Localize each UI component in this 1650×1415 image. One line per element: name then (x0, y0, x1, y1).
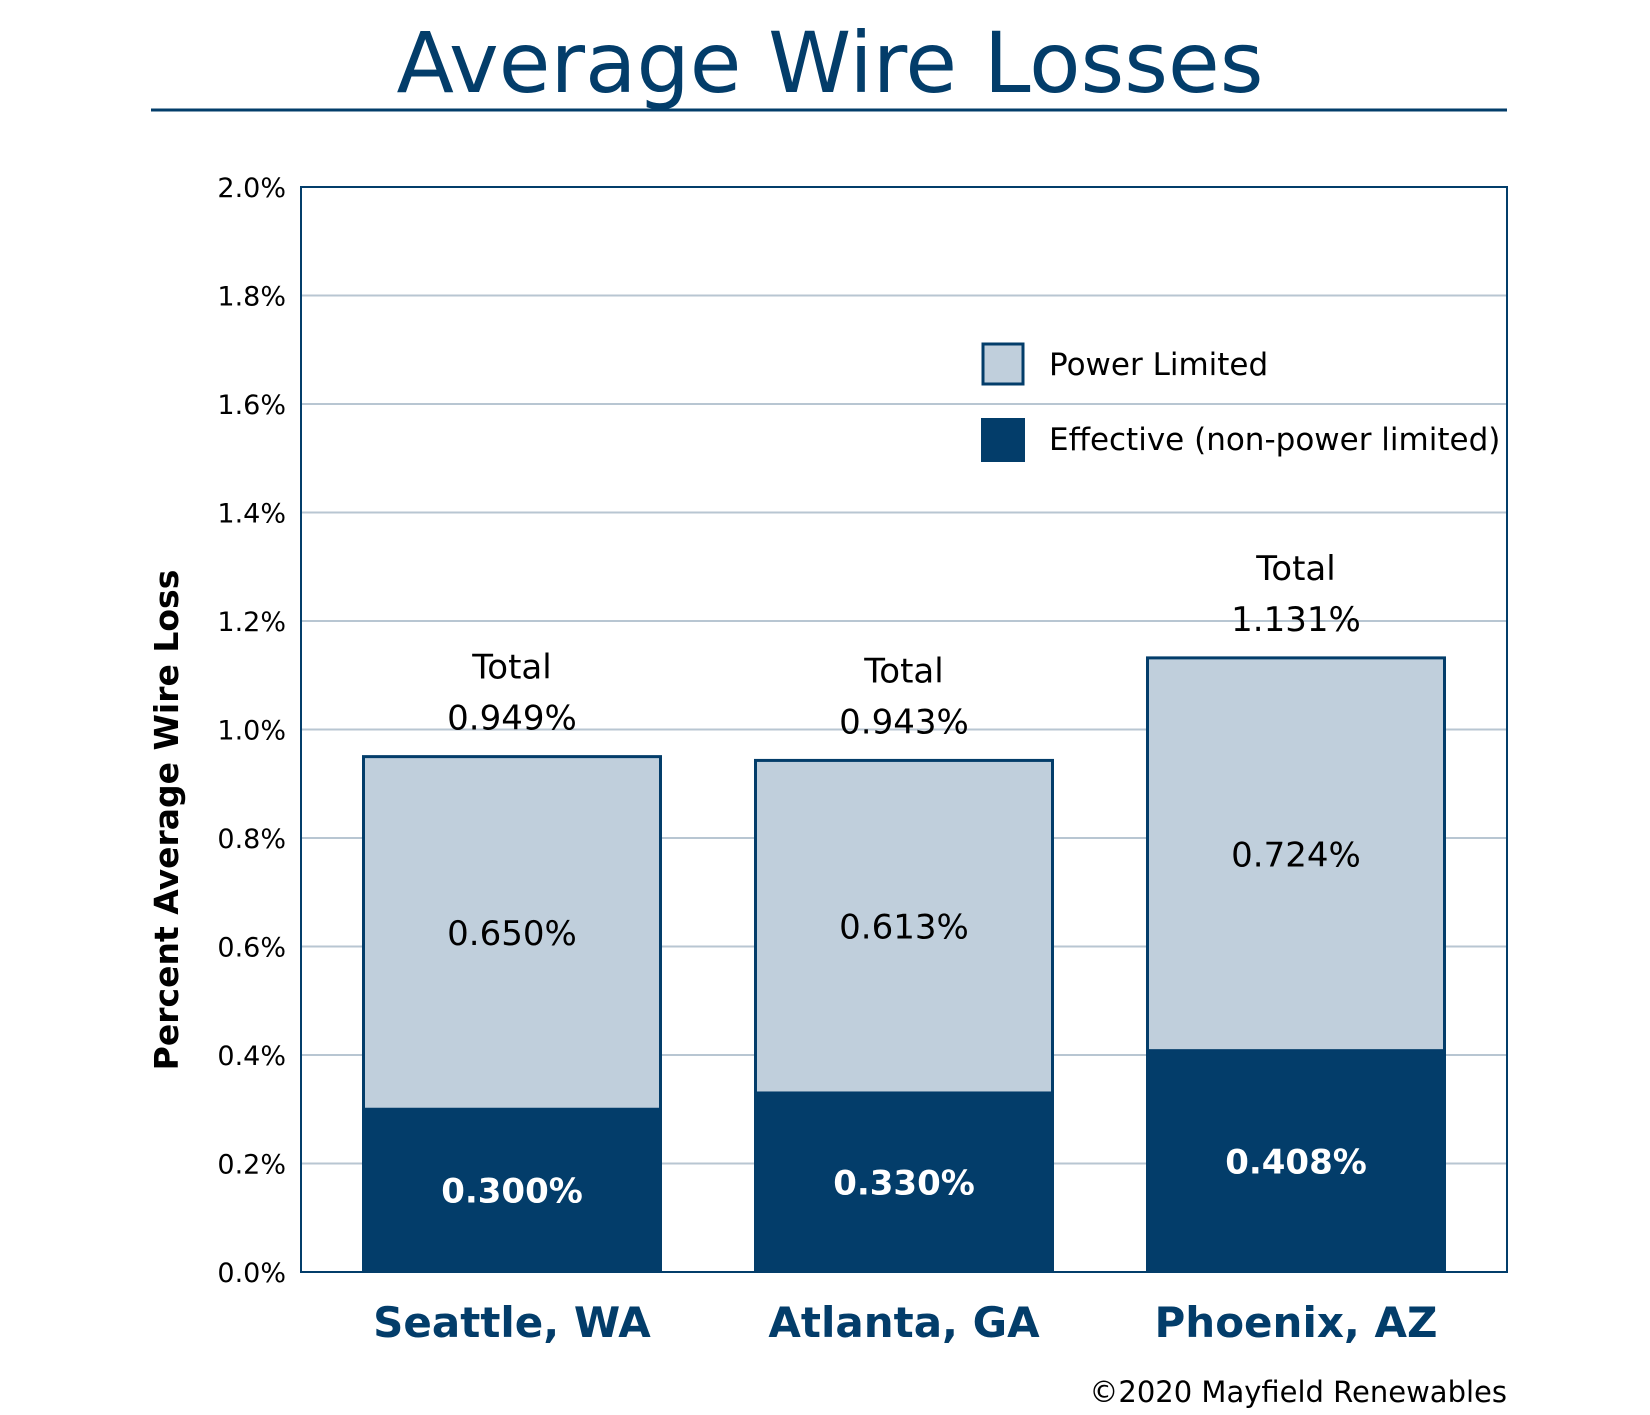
bar-effective (1146, 1050, 1446, 1272)
bar-power-limited (754, 758, 1054, 1095)
data-label-effective: 0.300% (441, 1172, 583, 1212)
total-value: 0.943% (839, 702, 969, 742)
bar-effective (754, 1092, 1054, 1272)
y-tick-label: 1.6% (217, 390, 286, 421)
y-tick-label: 0.6% (217, 933, 286, 964)
y-tick-label: 1.8% (217, 282, 286, 313)
total-label: Total (471, 648, 551, 688)
plot-frame (300, 186, 1508, 1273)
data-label-power-limited: 0.613% (839, 908, 969, 948)
x-tick-labels: Seattle, WA Atlanta, GA Phoenix, AZ (373, 1298, 1437, 1347)
y-tick-label: 0.2% (217, 1150, 286, 1181)
legend-label-effective: Effective (non-power limited) (1049, 422, 1500, 458)
bars: 0.300% 0.650% Total 0.949% 0.330% 0.613% Total… (362, 549, 1446, 1272)
y-tick-label: 1.0% (217, 716, 286, 747)
total-value: 0.949% (447, 699, 577, 739)
y-tick-label: 0.8% (217, 824, 286, 855)
bar-power-limited (362, 755, 662, 1111)
y-tick-label: 0.0% (217, 1258, 286, 1289)
legend-swatch-effective (981, 418, 1025, 462)
y-tick-labels: 0.0% 0.2% 0.4% 0.6% 0.8% 1.0% 1.2% 1.4% 1.6% 1.8%… (217, 173, 286, 1289)
y-tick-label: 1.2% (217, 607, 286, 638)
data-label-effective: 0.330% (833, 1163, 975, 1203)
bar-effective (362, 1109, 662, 1272)
chart-title: Average Wire Losses (397, 14, 1264, 112)
legend-swatch-power-limited (981, 342, 1025, 386)
total-label: Total (863, 651, 943, 691)
y-axis-label: Percent Average Wire Loss (147, 570, 186, 1071)
legend-label-power-limited: Power Limited (1049, 347, 1268, 383)
total-label: Total (1255, 549, 1335, 589)
legend: Power Limited Effective (non-power limit… (981, 342, 1500, 462)
x-tick-label: Atlanta, GA (768, 1298, 1040, 1347)
data-label-effective: 0.408% (1225, 1142, 1367, 1182)
y-tick-label: 2.0% (217, 173, 286, 204)
total-value: 1.131% (1231, 600, 1361, 640)
y-tick-label: 0.4% (217, 1041, 286, 1072)
data-label-power-limited: 0.724% (1231, 835, 1361, 875)
copyright: ©2020 Mayfield Renewables (1089, 1375, 1507, 1409)
x-tick-label: Seattle, WA (373, 1298, 651, 1347)
data-label-power-limited: 0.650% (447, 914, 577, 954)
y-tick-label: 1.4% (217, 499, 286, 530)
x-tick-label: Phoenix, AZ (1155, 1298, 1438, 1347)
